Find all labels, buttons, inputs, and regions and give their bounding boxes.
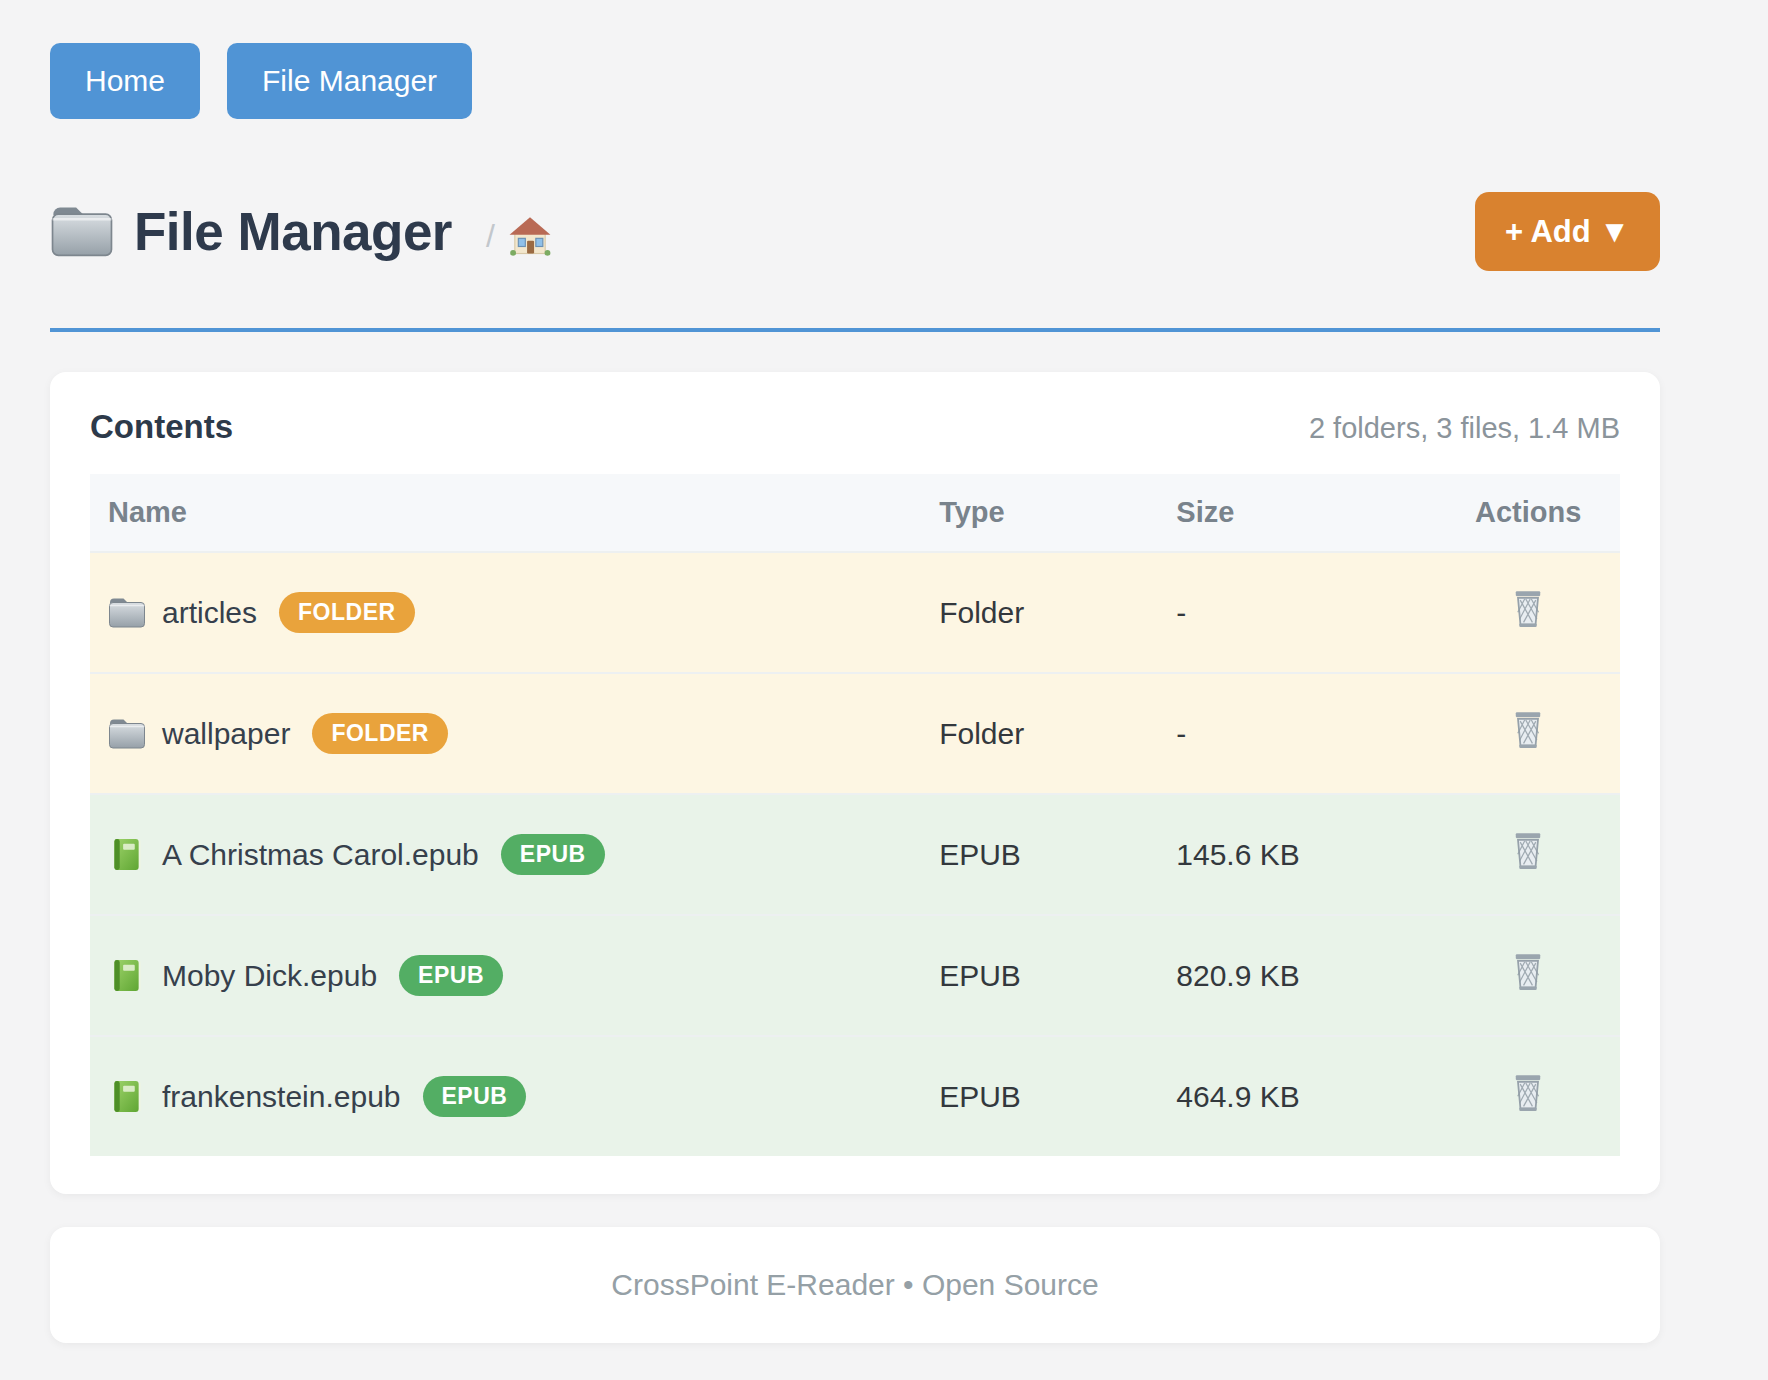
wastebasket-icon [1511, 952, 1545, 992]
type-badge: EPUB [423, 1076, 527, 1117]
footer-card: CrossPoint E-Reader • Open Source [50, 1227, 1660, 1343]
contents-summary: 2 folders, 3 files, 1.4 MB [1309, 412, 1620, 445]
add-button[interactable]: + Add ▼ [1475, 192, 1660, 271]
contents-card-header: Contents 2 folders, 3 files, 1.4 MB [90, 408, 1620, 446]
file-type: EPUB [939, 915, 1176, 1036]
house-icon[interactable] [509, 216, 551, 256]
page-title: File Manager [134, 201, 452, 262]
file-type: Folder [939, 552, 1176, 673]
column-header-type: Type [939, 474, 1176, 552]
delete-button[interactable] [1511, 1073, 1545, 1113]
file-type: EPUB [939, 794, 1176, 915]
wastebasket-icon [1511, 831, 1545, 871]
file-size: 820.9 KB [1176, 915, 1436, 1036]
title-group: File Manager / [50, 201, 551, 262]
file-name[interactable]: A Christmas Carol.epub [162, 838, 479, 872]
column-header-size: Size [1176, 474, 1436, 552]
type-badge: FOLDER [312, 713, 448, 754]
file-size: - [1176, 673, 1436, 794]
contents-table-body: articles FOLDER Folder - wallpaper FOLDE… [90, 552, 1620, 1156]
file-size: 145.6 KB [1176, 794, 1436, 915]
title-divider [50, 328, 1660, 332]
book-icon [108, 838, 146, 871]
folder-icon [108, 596, 146, 629]
file-size: 464.9 KB [1176, 1036, 1436, 1156]
footer-text: CrossPoint E-Reader • Open Source [611, 1268, 1098, 1302]
wastebasket-icon [1511, 589, 1545, 629]
file-table: Name Type Size Actions articles FOLDER F… [90, 474, 1620, 1156]
contents-card: Contents 2 folders, 3 files, 1.4 MB Name… [50, 372, 1660, 1194]
file-name[interactable]: Moby Dick.epub [162, 959, 377, 993]
file-manager-button[interactable]: File Manager [227, 43, 472, 119]
home-button[interactable]: Home [50, 43, 200, 119]
file-size: - [1176, 552, 1436, 673]
delete-button[interactable] [1511, 831, 1545, 871]
column-header-name: Name [90, 474, 939, 552]
file-name[interactable]: wallpaper [162, 717, 290, 751]
page: Home File Manager File Manager / + Add ▼ [50, 0, 1660, 1343]
breadcrumb: / [486, 216, 551, 256]
delete-button[interactable] [1511, 952, 1545, 992]
file-type: Folder [939, 673, 1176, 794]
column-header-actions: Actions [1436, 474, 1620, 552]
contents-title: Contents [90, 408, 233, 446]
file-table-header: Name Type Size Actions [90, 474, 1620, 552]
delete-button[interactable] [1511, 589, 1545, 629]
book-icon [108, 959, 146, 992]
type-badge: FOLDER [279, 592, 415, 633]
file-name[interactable]: frankenstein.epub [162, 1080, 401, 1114]
breadcrumb-separator: / [486, 218, 495, 255]
delete-button[interactable] [1511, 710, 1545, 750]
table-row[interactable]: wallpaper FOLDER Folder - [90, 673, 1620, 794]
wastebasket-icon [1511, 1073, 1545, 1113]
table-row[interactable]: frankenstein.epub EPUB EPUB 464.9 KB [90, 1036, 1620, 1156]
file-type: EPUB [939, 1036, 1176, 1156]
wastebasket-icon [1511, 710, 1545, 750]
table-row[interactable]: Moby Dick.epub EPUB EPUB 820.9 KB [90, 915, 1620, 1036]
file-name[interactable]: articles [162, 596, 257, 630]
top-nav: Home File Manager [50, 43, 1660, 119]
folder-icon [108, 717, 146, 750]
table-row[interactable]: articles FOLDER Folder - [90, 552, 1620, 673]
type-badge: EPUB [501, 834, 605, 875]
page-header: File Manager / + Add ▼ [50, 191, 1660, 271]
table-row[interactable]: A Christmas Carol.epub EPUB EPUB 145.6 K… [90, 794, 1620, 915]
type-badge: EPUB [399, 955, 503, 996]
folder-icon [50, 204, 114, 258]
book-icon [108, 1080, 146, 1113]
